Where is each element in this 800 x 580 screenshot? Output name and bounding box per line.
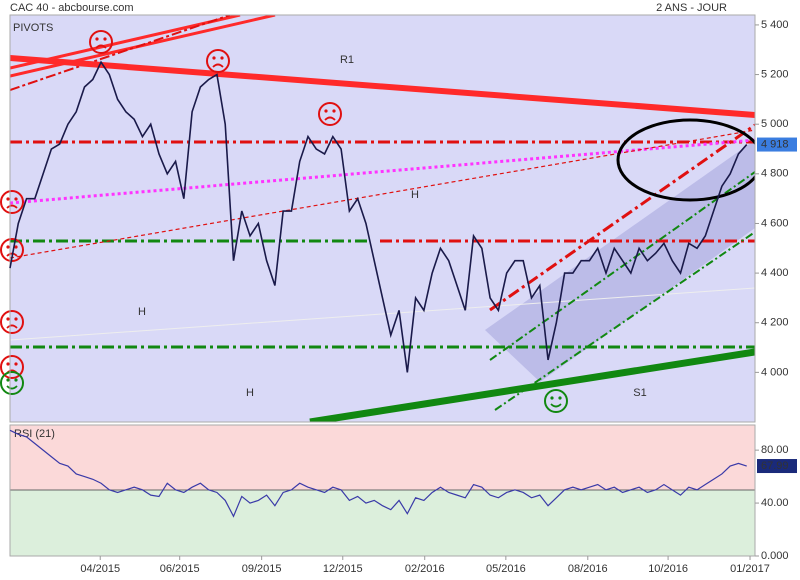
eye: [212, 56, 216, 60]
annotation: H: [246, 387, 254, 399]
eye: [14, 362, 18, 366]
y-tick-label: 4 200: [761, 317, 789, 329]
mouth: [95, 44, 107, 49]
y-tick-label: 4 400: [761, 267, 789, 279]
rsi-line: [9, 429, 747, 518]
price-line: [9, 60, 748, 373]
last-price-label: 4 918: [761, 138, 789, 150]
annotation: S1: [633, 387, 646, 399]
eye: [332, 109, 336, 113]
pivot-drawings: [10, 15, 755, 422]
x-tick-label: 04/2015: [80, 563, 120, 575]
eye: [95, 37, 99, 41]
x-tick-label: 12/2015: [323, 563, 363, 575]
eye: [324, 109, 328, 113]
eye: [550, 396, 554, 400]
rsi-upper-zone: [10, 425, 755, 490]
annotation: H: [138, 306, 146, 318]
y-tick-label: 4 000: [761, 366, 789, 378]
y-tick-label: 80.00: [761, 444, 789, 456]
frown-icon: [0, 310, 24, 334]
main-frame: [9, 14, 756, 423]
x-tick-label: 05/2016: [486, 563, 526, 575]
frown-icon: [0, 190, 24, 214]
rsi-frame: [9, 424, 756, 557]
y-tick-label: 4 600: [761, 217, 789, 229]
x-tick-label: 02/2016: [405, 563, 445, 575]
last-rsi-box: [757, 459, 797, 474]
eye: [6, 362, 10, 366]
annotation: H: [411, 189, 419, 201]
x-tick-label: 08/2016: [568, 563, 608, 575]
frown-icon: [318, 102, 342, 126]
frown-icon: [206, 49, 230, 73]
eye: [14, 245, 18, 249]
eye: [6, 197, 10, 201]
mouth: [6, 385, 18, 390]
y-tick-label: 5 000: [761, 118, 789, 130]
eye: [6, 378, 10, 382]
mouth: [550, 403, 562, 408]
mouth: [6, 204, 18, 209]
mouth: [6, 324, 18, 329]
y-tick-label: 5 200: [761, 68, 789, 80]
eye: [103, 37, 107, 41]
frown-icon: [89, 30, 113, 54]
y-tick-label: 5 400: [761, 19, 789, 31]
eye: [14, 317, 18, 321]
y-tick-label: 40.00: [761, 497, 789, 509]
x-tick-label: 01/2017: [730, 563, 770, 575]
annotation: R1: [340, 54, 354, 66]
x-tick-label: 10/2016: [648, 563, 688, 575]
x-tick-label: 06/2015: [160, 563, 200, 575]
last-rsi-label: 67.99: [761, 460, 789, 472]
smile-icon: [544, 389, 568, 413]
eye: [220, 56, 224, 60]
x-tick-label: 09/2015: [242, 563, 282, 575]
eye: [6, 245, 10, 249]
eye: [558, 396, 562, 400]
mouth: [324, 116, 336, 121]
eye: [14, 197, 18, 201]
eye: [14, 378, 18, 382]
y-tick-label: 0.000: [761, 550, 789, 562]
rsi-title: RSI (21): [14, 428, 55, 440]
last-price-box: [757, 137, 797, 152]
eye: [6, 317, 10, 321]
main-panel: [10, 15, 755, 422]
smile-icon: [0, 371, 24, 395]
frown-icon: [0, 355, 24, 379]
faces: [0, 30, 568, 413]
mouth: [212, 63, 224, 68]
y-tick-label: 4 800: [761, 168, 789, 180]
chart-title: CAC 40 - abcbourse.com: [10, 2, 134, 14]
pivots-label: PIVOTS: [13, 22, 53, 34]
rsi-lower-zone: [10, 490, 755, 556]
chart-subtitle: 2 ANS - JOUR: [656, 2, 727, 14]
